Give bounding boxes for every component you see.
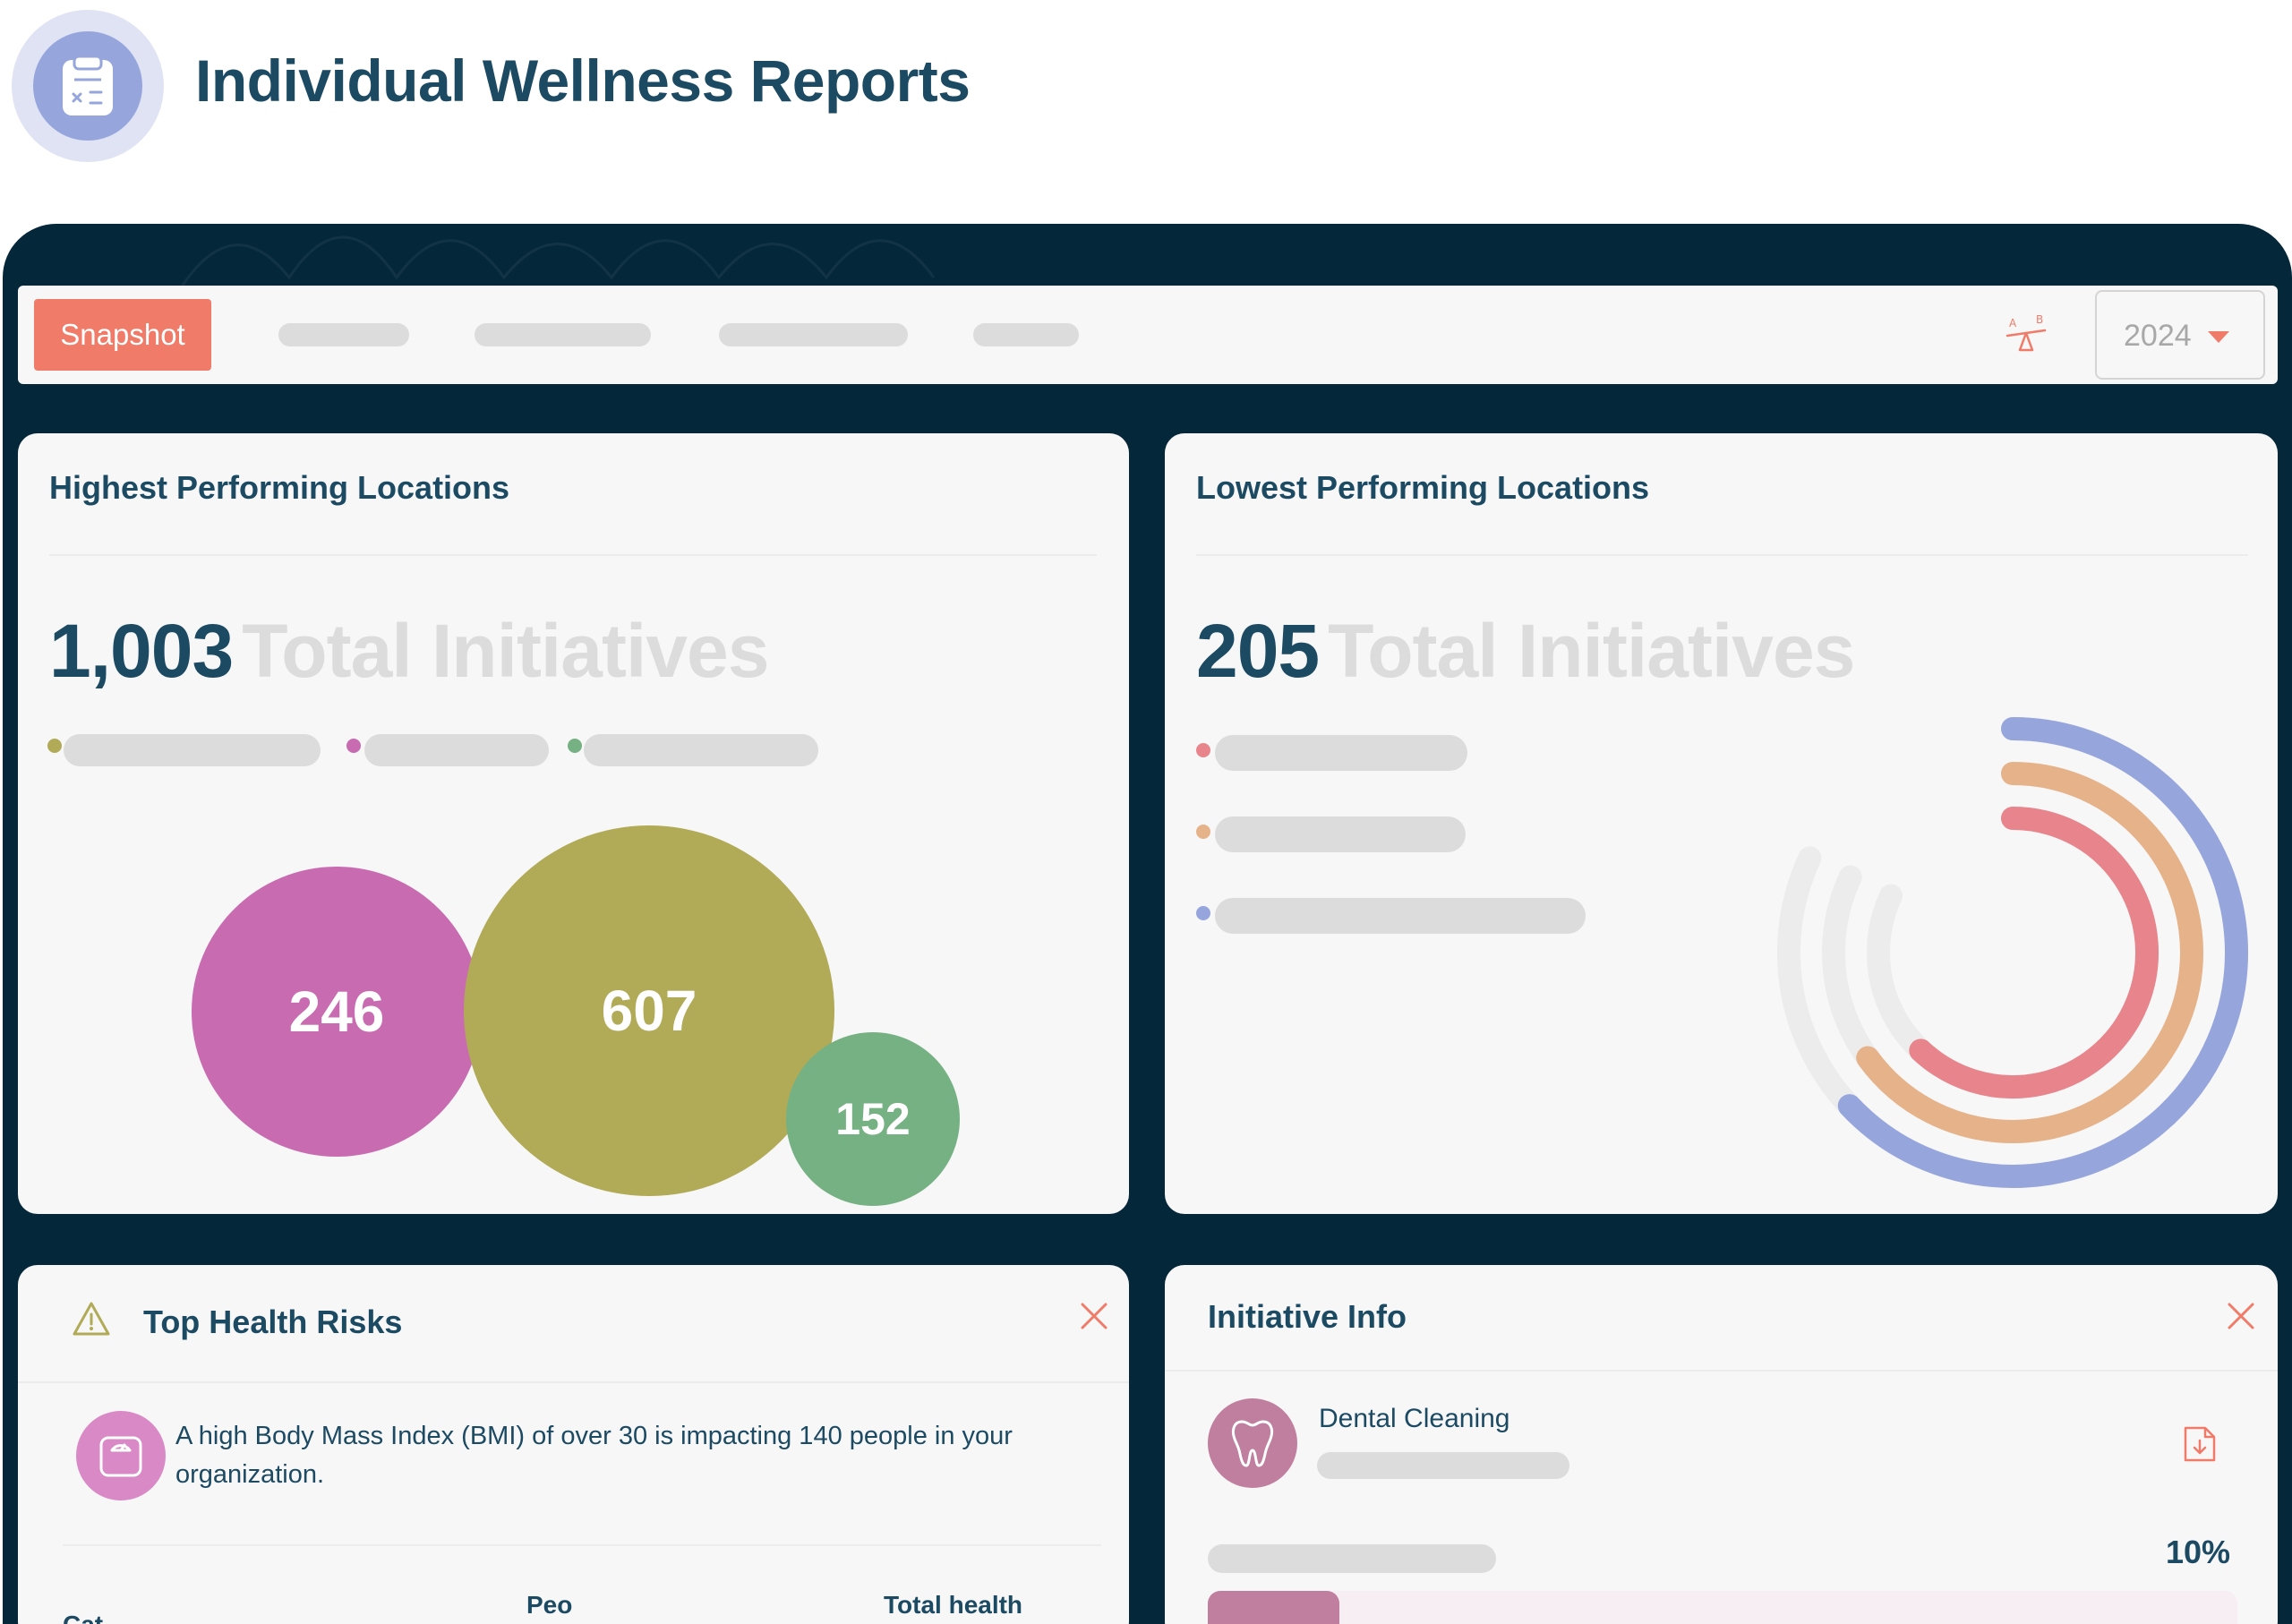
- radial-bar-2[interactable]: [1856, 762, 2203, 1143]
- warning-icon: [73, 1302, 110, 1336]
- card-title: Initiative Info: [1208, 1298, 1407, 1335]
- legend-label-placeholder: [1215, 816, 1466, 852]
- initiative-name: Dental Cleaning: [1319, 1404, 1510, 1433]
- radial-bar-chart: [1777, 717, 2248, 1188]
- progress-fill: [1208, 1591, 1339, 1624]
- divider: [63, 1544, 1101, 1546]
- progress-track: [1208, 1591, 2237, 1624]
- tab-placeholder[interactable]: [973, 323, 1079, 346]
- toolbar: Snapshot A B 2024: [18, 286, 2278, 384]
- table-header: Peo: [526, 1591, 573, 1619]
- total-label: Total Initiatives: [242, 609, 769, 693]
- year-select-value: 2024: [2124, 319, 2192, 353]
- table-header: Total health: [884, 1591, 1023, 1619]
- risk-item-icon: [76, 1411, 166, 1500]
- legend-dot: [1196, 825, 1210, 839]
- divider: [18, 1381, 1129, 1383]
- card-title: Highest Performing Locations: [49, 469, 510, 506]
- year-select[interactable]: 2024: [2095, 290, 2265, 380]
- highest-locations-card: Highest Performing Locations 1,003 Total …: [18, 433, 1129, 1214]
- legend-label-placeholder: [1215, 735, 1467, 771]
- total-value: 1,003: [49, 609, 234, 693]
- bubble-value: 152: [835, 1094, 911, 1144]
- lowest-locations-card: Lowest Performing Locations 205 Total Ini…: [1165, 433, 2278, 1214]
- bubble-607[interactable]: 607: [464, 825, 834, 1196]
- svg-text:B: B: [2036, 314, 2043, 326]
- total-initiatives-stat: 1,003 Total Initiatives: [49, 608, 769, 695]
- legend-label-placeholder: [1215, 898, 1586, 934]
- legend-dot: [346, 739, 361, 753]
- radial-bar-3[interactable]: [1909, 807, 2159, 1098]
- app-logo: [12, 10, 164, 162]
- initiative-info-card: Initiative Info Dental Cleaning 10%: [1165, 1265, 2278, 1624]
- bubble-value: 607: [601, 979, 697, 1043]
- risk-description: A high Body Mass Index (BMI) of over 30 …: [175, 1422, 1013, 1489]
- tab-placeholder[interactable]: [475, 323, 651, 346]
- decorative-wave: [182, 235, 936, 286]
- card-title: Lowest Performing Locations: [1196, 469, 1650, 506]
- initiative-icon: [1208, 1398, 1297, 1488]
- tooth-icon: [1231, 1420, 1274, 1467]
- scale-icon: [99, 1436, 142, 1477]
- total-initiatives-stat: 205 Total Initiatives: [1196, 608, 1855, 695]
- divider: [1196, 554, 2248, 556]
- close-icon[interactable]: [2226, 1301, 2256, 1331]
- initiative-percent: 10%: [2166, 1534, 2231, 1570]
- top-health-risks-card: Top Health Risks A high Body Mass Index …: [18, 1265, 1129, 1624]
- legend-dot: [47, 739, 62, 753]
- progress-label-placeholder: [1208, 1544, 1496, 1573]
- tab-placeholder[interactable]: [719, 323, 908, 346]
- snapshot-tab[interactable]: Snapshot: [34, 299, 211, 371]
- bubble-value: 246: [288, 979, 385, 1044]
- legend-dot: [1196, 743, 1210, 757]
- page-title: Individual Wellness Reports: [195, 47, 971, 114]
- bubble-246[interactable]: 246: [192, 867, 482, 1157]
- bubble-152[interactable]: 152: [786, 1032, 960, 1206]
- tab-placeholder[interactable]: [278, 323, 409, 346]
- svg-text:A: A: [2009, 317, 2017, 329]
- table-header: Cat: [63, 1611, 103, 1624]
- legend-label-placeholder: [584, 734, 818, 766]
- radial-bar-1[interactable]: [1837, 717, 2248, 1188]
- close-icon[interactable]: [1079, 1301, 1109, 1331]
- total-value: 205: [1196, 609, 1320, 693]
- legend-label-placeholder: [64, 734, 321, 766]
- ab-balance-icon[interactable]: A B: [2004, 314, 2048, 355]
- card-title: Top Health Risks: [143, 1303, 403, 1340]
- clipboard-icon: [63, 55, 113, 115]
- initiative-detail-placeholder: [1317, 1452, 1569, 1479]
- total-label: Total Initiatives: [1328, 609, 1855, 693]
- legend-label-placeholder: [364, 734, 549, 766]
- dashboard-frame: Snapshot A B 2024 Highest Performing Loc…: [3, 224, 2292, 1624]
- legend-dot: [568, 739, 582, 753]
- divider: [1165, 1370, 2278, 1372]
- divider: [49, 554, 1097, 556]
- chevron-down-icon: [2208, 331, 2229, 343]
- legend-dot: [1196, 906, 1210, 920]
- document-download-icon[interactable]: [2182, 1424, 2218, 1464]
